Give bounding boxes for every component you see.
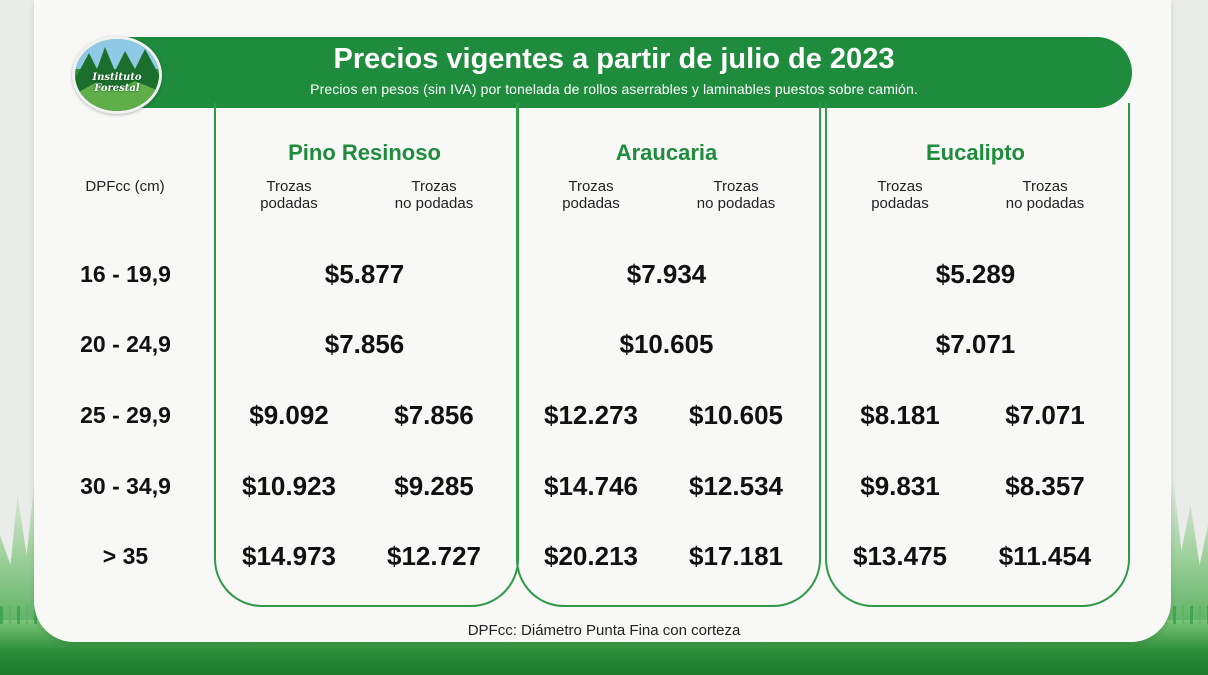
price-cell: $7.071 — [1005, 400, 1085, 430]
price-cell: $10.605 — [619, 329, 714, 359]
price-cell: $7.856 — [394, 400, 474, 430]
axis-label: DPFcc (cm) — [85, 178, 165, 195]
price-cell: $13.475 — [853, 541, 947, 571]
price-cell: $5.289 — [935, 259, 1016, 289]
price-cell: $12.273 — [544, 400, 638, 430]
price-cell: $14.973 — [242, 541, 336, 571]
column-header-pruned: Trozas podadas — [871, 178, 929, 212]
species-column-box — [825, 103, 1130, 607]
price-cell: $11.454 — [998, 541, 1092, 571]
price-cell: $10.923 — [242, 471, 336, 501]
price-cell: $12.727 — [387, 541, 481, 571]
price-cell: $20.213 — [544, 541, 638, 571]
price-cell: $8.181 — [860, 400, 940, 430]
page-subtitle: Precios en pesos (sin IVA) por tonelada … — [310, 81, 918, 97]
species-column-box — [516, 103, 821, 607]
price-cell: $9.285 — [394, 471, 474, 501]
page-title: Precios vigentes a partir de julio de 20… — [333, 43, 895, 75]
price-cell: $8.357 — [1005, 471, 1085, 501]
range-label: 25 - 29,9 — [80, 402, 171, 428]
price-cell: $9.831 — [860, 471, 940, 501]
logo-text: Instituto Forestal — [92, 72, 142, 94]
column-header-pruned: Trozas podadas — [260, 178, 318, 212]
range-label: > 35 — [102, 543, 149, 569]
price-cell: $10.605 — [689, 400, 783, 430]
price-cell: $17.181 — [689, 541, 783, 571]
footnote: DPFcc: Diámetro Punta Fina con corteza — [467, 622, 741, 639]
price-cell: $14.746 — [544, 471, 638, 501]
species-title: Eucalipto — [925, 140, 1025, 165]
price-cell: $9.092 — [249, 400, 329, 430]
institute-logo: Instituto Forestal — [72, 36, 162, 114]
column-header-unpruned: Trozas no podadas — [696, 178, 776, 212]
header-banner: Precios vigentes a partir de julio de 20… — [96, 37, 1132, 108]
column-header-unpruned: Trozas no podadas — [1005, 178, 1085, 212]
species-title: Araucaria — [615, 140, 718, 165]
price-cell: $7.934 — [626, 259, 707, 289]
range-label: 20 - 24,9 — [80, 331, 171, 357]
forest-logo-icon — [75, 39, 159, 111]
species-column-box — [214, 103, 519, 607]
species-title: Pino Resinoso — [288, 140, 441, 165]
column-header-pruned: Trozas podadas — [562, 178, 620, 212]
column-header-unpruned: Trozas no podadas — [394, 178, 474, 212]
range-label: 30 - 34,9 — [80, 473, 171, 499]
price-cell: $12.534 — [689, 471, 783, 501]
range-label: 16 - 19,9 — [80, 261, 171, 287]
price-cell: $7.856 — [324, 329, 405, 359]
price-cell: $5.877 — [324, 259, 405, 289]
price-cell: $7.071 — [935, 329, 1016, 359]
